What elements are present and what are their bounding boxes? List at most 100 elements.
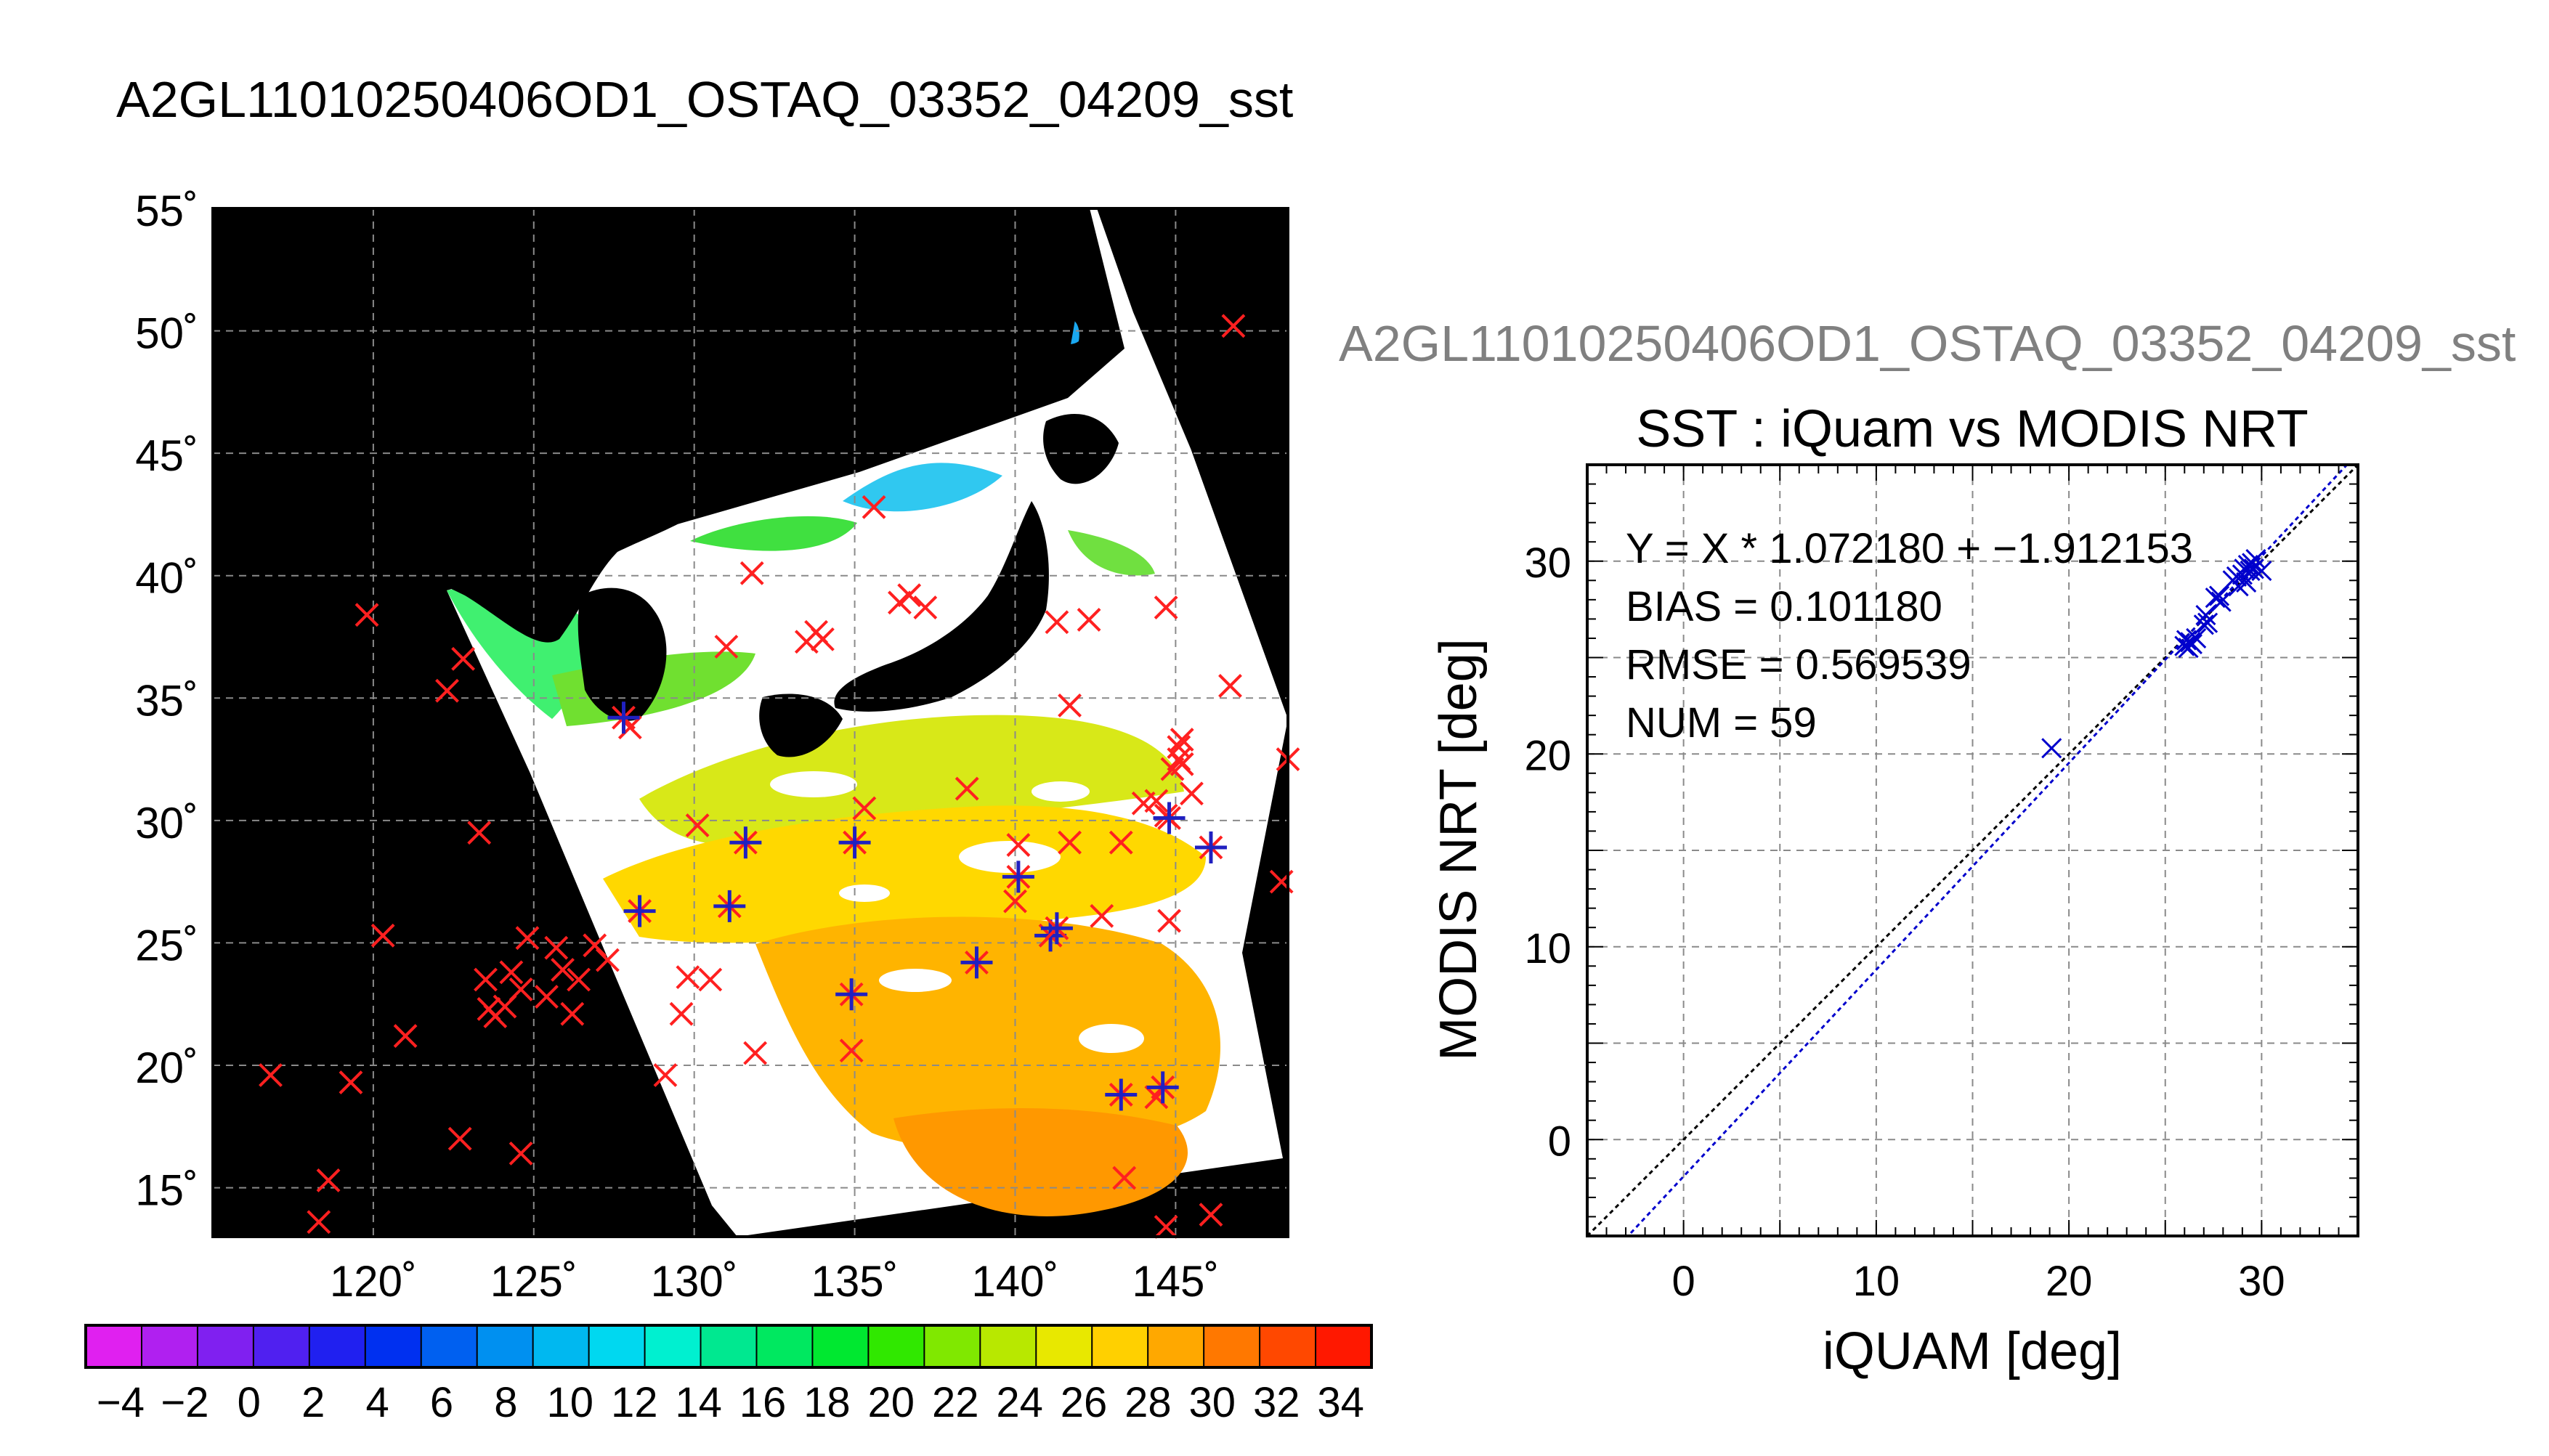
- insitu-marker-outside: [595, 948, 620, 972]
- marker-stroke: [354, 603, 379, 627]
- land-asia-coast: [213, 208, 864, 643]
- insitu-marker-outside: [897, 583, 922, 608]
- scatter-point: [2210, 591, 2232, 612]
- scatter-point-stroke: [2208, 585, 2230, 606]
- insitu-marker-outside: [354, 603, 379, 627]
- insitu-marker-outside: [1170, 728, 1194, 752]
- colorbar-tick-label: 26: [1061, 1379, 1108, 1426]
- insitu-marker-outside: [714, 635, 739, 659]
- scatter-y-tick-label: 30: [1524, 540, 1571, 587]
- marker-stroke: [685, 813, 710, 838]
- lat-tick-label: 45˚: [135, 431, 198, 480]
- insitu-marker-outside: [451, 646, 476, 671]
- insitu-marker-outside: [544, 935, 569, 960]
- insitu-marker-outside: [743, 1041, 768, 1065]
- marker-stroke: [544, 935, 569, 960]
- scatter-point: [2174, 635, 2195, 656]
- insitu-marker-outside: [676, 965, 700, 990]
- land-hokkaido: [1043, 414, 1119, 484]
- insitu-marker-outside: [1218, 674, 1242, 698]
- insitu-marker-outside: [913, 595, 938, 619]
- marker-stroke: [617, 715, 642, 740]
- scatter-point: [2186, 627, 2207, 649]
- scatter-point: [2195, 605, 2216, 626]
- insitu-marker-outside: [1154, 595, 1178, 619]
- land-masses: [213, 208, 1119, 1126]
- scatter-stats: Y = X * 1.072180 + −1.912153 BIAS = 0.101…: [1626, 525, 2193, 747]
- colorbar-tick-label: 34: [1317, 1379, 1364, 1426]
- insitu-marker-outside: [508, 1141, 533, 1166]
- scatter-stat-line: Y = X * 1.072180 + −1.912153: [1626, 525, 2193, 572]
- lat-tick-label: 50˚: [135, 309, 198, 358]
- scatter-frame: [1586, 463, 2359, 1237]
- colorbar-swatch: [1316, 1325, 1372, 1367]
- marker-stroke: [1199, 1203, 1223, 1227]
- colorbar-tick-label: −4: [97, 1379, 145, 1426]
- insitu-marker-outside: [393, 1024, 418, 1048]
- scatter-x-tick-label: 20: [2046, 1258, 2093, 1305]
- insitu-marker-outside: [370, 923, 395, 948]
- marker-stroke: [551, 958, 575, 982]
- insitu-marker-matched: [1146, 1071, 1179, 1104]
- latitude-tick-labels: 55˚ 50˚ 45˚ 40˚ 35˚ 30˚ 25˚ 20˚ 15˚: [135, 187, 198, 1215]
- insitu-marker-outside: [1058, 693, 1082, 717]
- marker-stroke: [669, 1001, 694, 1026]
- insitu-marker-outside: [862, 495, 886, 519]
- insitu-marker-matched: [1040, 912, 1073, 945]
- colorbar-tick-label: 8: [494, 1379, 517, 1426]
- scatter-point: [2041, 738, 2062, 759]
- lon-tick-label: 140˚: [971, 1257, 1058, 1306]
- scatter-x-tick-label: 0: [1671, 1258, 1695, 1305]
- marker-stroke: [595, 948, 620, 972]
- insitu-marker-outside: [1112, 1166, 1137, 1190]
- sst-band-yellow: [603, 805, 1206, 943]
- colorbar-swatch: [253, 1325, 310, 1367]
- marker-stroke: [1154, 595, 1178, 619]
- colorbar: [84, 1324, 1373, 1369]
- marker-stroke: [714, 635, 739, 659]
- marker-stroke: [1180, 781, 1204, 806]
- insitu-marker-outside: [467, 821, 492, 845]
- marker-stroke: [508, 977, 533, 1001]
- insitu-marker-outside: [551, 958, 575, 982]
- insitu-marker-outside: [698, 967, 723, 992]
- swath-layer: [213, 208, 1288, 1237]
- marker-stroke: [499, 960, 524, 985]
- sst-map: 55˚ 50˚ 45˚ 40˚ 35˚ 30˚ 25˚ 20˚ 15˚ 120˚ 125˚ 130˚…: [135, 187, 1300, 1306]
- insitu-marker-outside: [499, 960, 524, 985]
- insitu-marker-outside: [810, 627, 835, 651]
- marker-stroke: [1003, 889, 1027, 914]
- scatter-point-stroke: [2205, 587, 2226, 609]
- marker-stroke: [567, 967, 591, 992]
- lon-tick-label: 130˚: [651, 1257, 738, 1306]
- scatter-point: [2236, 572, 2257, 593]
- insitu-marker-outside: [447, 1126, 472, 1151]
- marker-stroke: [1090, 903, 1114, 928]
- colorbar-tick-label: 24: [996, 1379, 1043, 1426]
- colorbar-swatch: [980, 1325, 1037, 1367]
- lat-tick-label: 25˚: [135, 921, 198, 969]
- insitu-marker-outside: [1045, 610, 1069, 635]
- insitu-marker-matched: [729, 826, 762, 859]
- marker-stroke: [508, 1141, 533, 1166]
- colorbar-tick-label: 22: [932, 1379, 979, 1426]
- colorbar-swatch: [924, 1325, 981, 1367]
- colorbar-tick-label: 6: [430, 1379, 453, 1426]
- lat-tick-label: 40˚: [135, 554, 198, 603]
- insitu-marker-outside: [669, 1001, 694, 1026]
- scatter-point-stroke: [2236, 572, 2257, 593]
- insitu-marker-outside: [1006, 833, 1031, 857]
- insitu-marker-outside: [739, 561, 764, 585]
- insitu-marker-outside: [339, 1070, 363, 1095]
- scatter-file-title: A2GL11010250406OD1_OSTAQ_03352_04209_sst: [1339, 315, 2516, 372]
- marker-stroke: [1157, 908, 1181, 933]
- insitu-marker-matched: [1194, 831, 1227, 863]
- marker-stroke: [676, 965, 700, 990]
- insitu-marker-outside: [1180, 781, 1204, 806]
- insitu-marker-outside: [852, 796, 877, 821]
- fit-line: [1626, 465, 2349, 1236]
- colorbar-swatch: [868, 1325, 925, 1367]
- marker-stroke: [1058, 693, 1082, 717]
- scatter-point: [2251, 560, 2272, 582]
- scatter-point-stroke: [2041, 738, 2062, 759]
